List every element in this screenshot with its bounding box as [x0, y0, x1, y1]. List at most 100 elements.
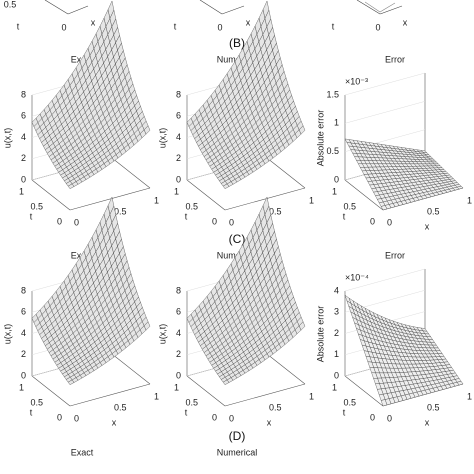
axis-line [69, 187, 151, 211]
t-tick-label: 0.5 [343, 201, 356, 211]
grid-line [344, 268, 426, 292]
z-exponent: ×10⁻⁴ [345, 272, 369, 282]
fragment-label: x [403, 17, 408, 27]
z-tick-label: 2 [21, 153, 26, 163]
t-axis-label: t [185, 211, 188, 221]
t-tick-label: 0 [370, 216, 375, 226]
z-axis-label: u(x,t) [2, 128, 12, 149]
panel-title: Error [385, 250, 405, 260]
surface-patch [222, 183, 230, 189]
axis-line [69, 383, 151, 407]
x-tick-label: 1 [154, 391, 159, 401]
z-tick-label: 8 [176, 89, 181, 99]
z-axis-label: Absolute error [315, 306, 325, 363]
x-tick-label: 0 [387, 413, 392, 423]
z-tick-label: 0.5 [326, 146, 339, 156]
surface-patch [380, 205, 388, 211]
z-tick-label: 1 [334, 118, 339, 128]
x-tick-label: 0.5 [114, 206, 127, 216]
fragment-label: 0 [217, 22, 222, 32]
z-tick-label: 1 [334, 349, 339, 359]
z-tick-label: 0 [334, 370, 339, 380]
grid-line [344, 72, 426, 96]
t-axis-label: t [185, 407, 188, 417]
surface [186, 196, 306, 385]
z-tick-label: 0 [176, 174, 181, 184]
t-tick-label: 0.5 [343, 397, 356, 407]
z-tick-label: 4 [334, 285, 339, 295]
z-tick-label: 6 [176, 307, 181, 317]
fragment-label: 0 [61, 22, 66, 32]
z-tick-label: 4 [176, 132, 181, 142]
z-tick-label: 0 [334, 174, 339, 184]
x-tick-label: 0.5 [269, 402, 282, 412]
axis-line [111, 353, 151, 385]
t-tick-label: 1 [332, 186, 337, 196]
x-tick-label: 0.5 [114, 402, 127, 412]
x-tick-label: 1 [309, 195, 314, 205]
t-tick-label: 1 [174, 382, 179, 392]
t-tick-label: 0.5 [185, 201, 198, 211]
axis-line [186, 179, 226, 211]
t-tick-label: 0.5 [185, 397, 198, 407]
z-tick-label: 3 [334, 307, 339, 317]
z-tick-label: 0 [21, 174, 26, 184]
t-tick-label: 1 [174, 186, 179, 196]
fragment-label: 0 [375, 22, 380, 32]
z-tick-label: 0 [176, 370, 181, 380]
t-tick-label: 0 [57, 216, 62, 226]
z-axis-label: u(x,t) [157, 324, 167, 345]
z-tick-label: 4 [21, 328, 26, 338]
fragment-label: t [332, 21, 335, 31]
x-tick-label: 0.5 [427, 402, 440, 412]
z-tick-label: 6 [176, 111, 181, 121]
z-axis-label: u(x,t) [2, 324, 12, 345]
axis-line [111, 157, 151, 189]
x-axis-label: x [267, 417, 272, 427]
surface [31, 0, 151, 189]
surface [31, 196, 151, 385]
z-exponent: ×10⁻³ [345, 76, 368, 86]
axis-line [266, 353, 306, 385]
x-tick-label: 1 [309, 391, 314, 401]
t-tick-label: 0 [212, 412, 217, 422]
x-axis-label: x [425, 417, 430, 427]
x-tick-label: 0 [74, 217, 79, 227]
axis-line [266, 157, 306, 189]
surface-patch [67, 183, 75, 189]
fragment-label: t [17, 21, 20, 31]
fragment-label: t [174, 21, 177, 31]
x-tick-label: 1 [467, 195, 472, 205]
z-tick-label: 2 [176, 153, 181, 163]
t-tick-label: 1 [19, 186, 24, 196]
x-axis-label: x [425, 221, 430, 231]
t-tick-label: 0 [57, 412, 62, 422]
x-axis-label: x [112, 417, 117, 427]
t-axis-label: t [343, 211, 346, 221]
fragment-label: x [246, 17, 251, 27]
panel-title: Error [385, 54, 405, 64]
surface [344, 138, 464, 211]
x-tick-label: 0.5 [269, 206, 282, 216]
axis-line [186, 375, 226, 407]
x-tick-label: 1 [154, 195, 159, 205]
z-tick-label: 2 [176, 349, 181, 359]
z-tick-label: 2 [334, 328, 339, 338]
x-tick-label: 0 [387, 217, 392, 227]
z-tick-label: 1.5 [326, 89, 339, 99]
section-label: (B) [229, 36, 245, 50]
axis-line [224, 383, 306, 407]
z-axis-label: Absolute error [315, 110, 325, 167]
x-tick-label: 0.5 [427, 206, 440, 216]
z-tick-label: 0 [21, 370, 26, 380]
t-tick-label: 0 [212, 216, 217, 226]
axis-line [31, 375, 71, 407]
t-tick-label: 1 [19, 382, 24, 392]
panel-title: Numerical [217, 447, 258, 457]
t-tick-label: 0.5 [30, 201, 43, 211]
axis-line [344, 179, 384, 211]
z-tick-label: 4 [21, 132, 26, 142]
axis-line [224, 187, 306, 211]
surface-patch [222, 379, 230, 385]
